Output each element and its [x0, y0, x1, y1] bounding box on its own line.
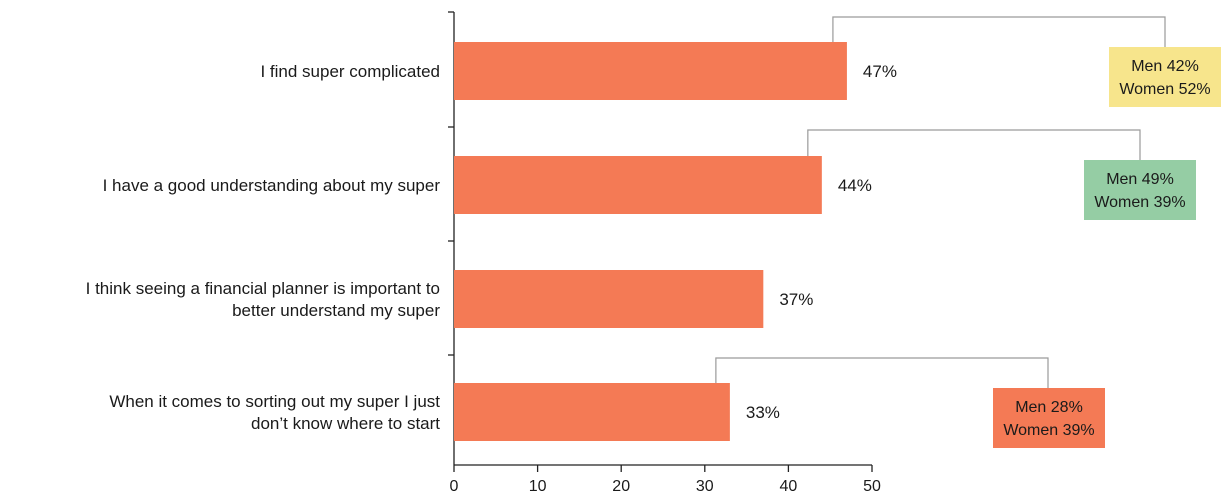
- women-percentage: Women 39%: [1003, 422, 1094, 439]
- breakdown-connectors: [715, 16, 1166, 388]
- breakdown-boxes: Men 42% Women 52% Men 49% Women 39% Men 28% W…: [993, 47, 1221, 448]
- x-tick-label: 30: [696, 478, 714, 495]
- data-label: 44%: [838, 176, 872, 195]
- x-tick-label: 0: [450, 478, 459, 495]
- breakdown-connector: [715, 357, 1049, 388]
- gender-breakdown-box: [1109, 47, 1221, 107]
- women-percentage: Women 52%: [1119, 81, 1210, 98]
- x-tick-label: 10: [529, 478, 547, 495]
- data-label: 37%: [779, 290, 813, 309]
- bar: [454, 270, 764, 328]
- men-percentage: Men 28%: [1015, 399, 1083, 416]
- breakdown-connector: [807, 129, 1141, 160]
- men-percentage: Men 42%: [1131, 58, 1199, 75]
- category-label: I think seeing a financial planner is im…: [86, 279, 440, 298]
- x-tick-label: 50: [863, 478, 881, 495]
- data-label: 47%: [863, 62, 897, 81]
- bars: I find super complicated 47% I have a good…: [86, 42, 897, 441]
- women-percentage: Women 39%: [1094, 194, 1185, 211]
- men-percentage: Men 49%: [1106, 171, 1174, 188]
- category-label: When it comes to sorting out my super I …: [109, 392, 440, 411]
- data-label: 33%: [746, 403, 780, 422]
- breakdown-connector: [832, 16, 1166, 47]
- category-label: better understand my super: [232, 301, 440, 320]
- category-label: I find super complicated: [260, 62, 440, 81]
- category-label: don’t know where to start: [251, 414, 440, 433]
- gender-breakdown-box: [1084, 160, 1196, 220]
- category-label: I have a good understanding about my sup…: [103, 176, 441, 195]
- gender-breakdown-box: [993, 388, 1105, 448]
- bar: [454, 42, 847, 100]
- x-tick-label: 20: [612, 478, 630, 495]
- bar: [454, 156, 822, 214]
- x-tick-label: 40: [780, 478, 798, 495]
- bar: [454, 383, 730, 441]
